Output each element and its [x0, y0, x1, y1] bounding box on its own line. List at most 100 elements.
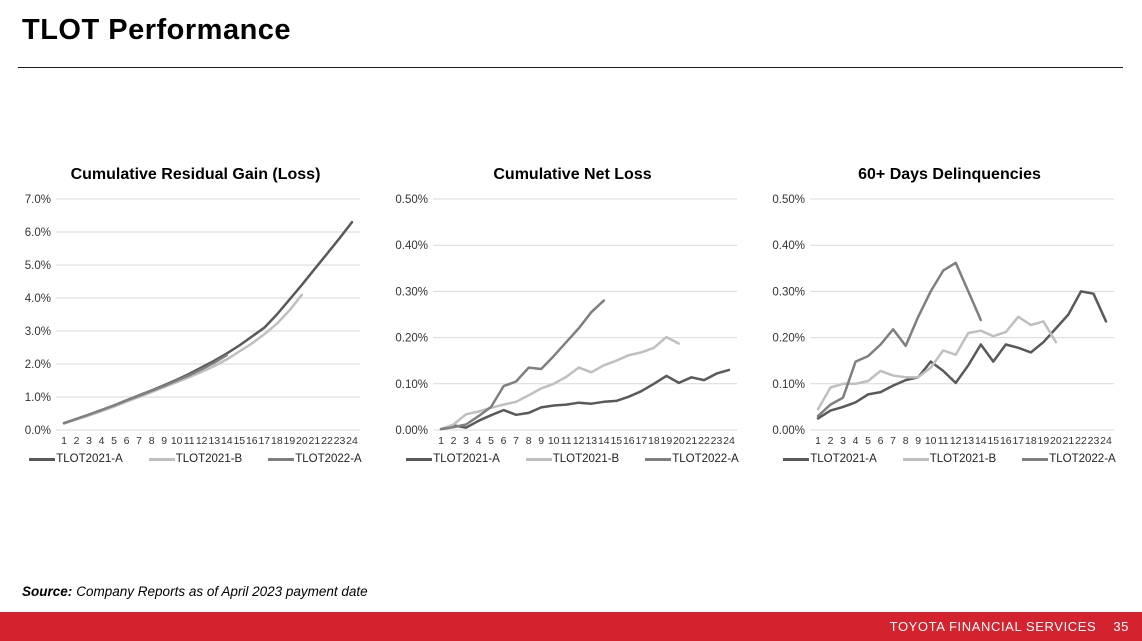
- chart-plot: 0.50%0.40%0.30%0.20%0.10%0.00%1 2 3 4 5 6 7 8 9 1…: [772, 194, 1114, 447]
- x-axis-tick-label: 23: [334, 435, 346, 447]
- chart-title: Cumulative Net Loss: [493, 166, 652, 183]
- footer-bar: TOYOTA FINANCIAL SERVICES 35: [0, 612, 1142, 641]
- plot-area: 0.50% 0.40% 0.30% 0.20% 0.10% 0.00% 1 2 3 4 5 6 7 8 9 1…: [762, 188, 1137, 448]
- legend-item-TLOT2021-A: TLOT2021-A: [29, 453, 123, 465]
- x-axis-tick-label: 12: [950, 435, 962, 447]
- x-axis-tick-label: 14: [598, 435, 610, 447]
- legend-swatch: [783, 457, 810, 461]
- x-axis-tick-label: 4: [99, 435, 105, 447]
- y-axis-tick-label: 0.00%: [772, 425, 805, 437]
- x-axis-tick-label: 4: [476, 435, 482, 447]
- legend-swatch: [645, 457, 672, 461]
- legend-label: TLOT2022-A: [1049, 453, 1116, 465]
- series-line-TLOT2021-A: [439, 368, 731, 431]
- x-axis-tick-label: 1: [61, 435, 67, 447]
- legend-swatch: [268, 457, 295, 461]
- series-line-TLOT2021-B: [816, 315, 1058, 411]
- x-axis-tick-label: 6: [124, 435, 130, 447]
- legend-label: TLOT2021-A: [810, 453, 877, 465]
- chart-title: Cumulative Residual Gain (Loss): [70, 166, 321, 183]
- x-axis-tick-label: 3: [840, 435, 846, 447]
- x-axis-tick-label: 16: [623, 435, 635, 447]
- legend: TLOT2021-A TLOT2021-B TLOT2022-A: [762, 453, 1137, 465]
- legend-label: TLOT2021-A: [433, 453, 500, 465]
- x-axis-tick-label: 1: [438, 435, 444, 447]
- x-axis-tick-label: 21: [686, 435, 698, 447]
- page-number: 35: [1113, 619, 1129, 634]
- x-axis-tick-label: 16: [1000, 435, 1012, 447]
- plot-area: 7.0% 6.0% 5.0% 4.0% 3.0% 2.0% 1.0% 0.0% 1 2 3 4 5 6 7 8…: [8, 188, 383, 448]
- x-axis-tick-label: 6: [501, 435, 507, 447]
- y-axis-tick-label: 0.00%: [395, 425, 428, 437]
- x-axis-tick-label: 10: [925, 435, 937, 447]
- x-axis-tick-label: 6: [878, 435, 884, 447]
- legend-swatch: [525, 457, 552, 461]
- y-axis-tick-label: 0.30%: [772, 286, 805, 298]
- legend-item-TLOT2021-A: TLOT2021-A: [783, 453, 877, 465]
- x-axis-tick-label: 11: [561, 435, 572, 447]
- x-axis-tick-label: 5: [111, 435, 117, 447]
- x-axis-tick-label: 14: [975, 435, 987, 447]
- y-axis-tick-label: 0.10%: [772, 379, 805, 391]
- page-title: TLOT Performance: [22, 14, 292, 46]
- x-axis-tick-label: 21: [309, 435, 321, 447]
- legend-item-TLOT2021-A: TLOT2021-A: [406, 453, 500, 465]
- x-axis-tick-label: 15: [610, 435, 622, 447]
- x-axis-tick-label: 24: [346, 435, 358, 447]
- y-axis-tick-label: 0.40%: [395, 240, 428, 252]
- x-axis-tick-label: 12: [196, 435, 208, 447]
- legend-swatch: [902, 457, 929, 461]
- title-separator: [18, 67, 1123, 68]
- series-line-TLOT2022-A: [816, 261, 983, 418]
- legend-label: TLOT2021-B: [175, 453, 243, 465]
- series-line-TLOT2021-A: [816, 290, 1108, 420]
- legend-label: TLOT2021-A: [56, 453, 123, 465]
- y-axis-tick-label: 0.20%: [395, 333, 428, 345]
- chart-cumulative-residual-gain-loss: Cumulative Residual Gain (Loss) 7.0% 6.0%…: [8, 164, 383, 482]
- chart-title: 60+ Days Delinquencies: [858, 166, 1041, 183]
- source-note: Source: Company Reports as of April 2023 …: [22, 584, 368, 599]
- x-axis-tick-label: 1: [815, 435, 821, 447]
- x-axis-tick-label: 13: [585, 435, 597, 447]
- x-axis-tick-label: 19: [284, 435, 296, 447]
- x-axis-tick-label: 21: [1063, 435, 1075, 447]
- x-axis-tick-label: 17: [258, 435, 270, 447]
- y-axis-tick-label: 0.50%: [772, 194, 805, 206]
- legend-item-TLOT2022-A: TLOT2022-A: [268, 453, 362, 465]
- y-axis-tick-label: 0.10%: [395, 379, 428, 391]
- x-axis-tick-label: 23: [711, 435, 723, 447]
- x-axis-tick-label: 24: [723, 435, 735, 447]
- x-axis-tick-label: 19: [1038, 435, 1050, 447]
- y-axis-tick-label: 5.0%: [25, 260, 51, 272]
- x-axis-tick-label: 14: [221, 435, 233, 447]
- y-axis-tick-label: 0.40%: [772, 240, 805, 252]
- chart-cumulative-net-loss: Cumulative Net Loss 0.50% 0.40% 0.30% 0.20%…: [385, 164, 760, 482]
- x-axis-tick-label: 9: [915, 435, 921, 447]
- x-axis-tick-label: 18: [648, 435, 660, 447]
- chart-60-days-delinquencies: 60+ Days Delinquencies 0.50% 0.40% 0.30% 0.…: [762, 164, 1137, 482]
- x-axis-tick-label: 17: [635, 435, 647, 447]
- legend-swatch: [406, 457, 433, 461]
- x-axis-tick-label: 22: [698, 435, 710, 447]
- x-axis-tick-label: 9: [161, 435, 167, 447]
- x-axis-tick-label: 10: [548, 435, 560, 447]
- legend-item-TLOT2022-A: TLOT2022-A: [1022, 453, 1116, 465]
- x-axis-tick-label: 13: [208, 435, 220, 447]
- series-line-TLOT2021-B: [439, 335, 681, 431]
- x-axis-tick-label: 7: [513, 435, 519, 447]
- chart-plot: 7.0%6.0%5.0%4.0%3.0%2.0%1.0%0.0%1 2 3 4 5 6 7 8…: [25, 194, 360, 447]
- chart-plot: 0.50%0.40%0.30%0.20%0.10%0.00%1 2 3 4 5 6 7 8 9 1…: [395, 194, 737, 447]
- y-axis-tick-label: 6.0%: [25, 227, 51, 239]
- legend-item-TLOT2021-B: TLOT2021-B: [525, 453, 619, 465]
- series-line-TLOT2022-A: [439, 299, 606, 431]
- x-axis-tick-label: 11: [938, 435, 949, 447]
- x-axis-tick-label: 20: [296, 435, 308, 447]
- footer-brand: TOYOTA FINANCIAL SERVICES: [889, 619, 1097, 634]
- x-axis-tick-label: 18: [271, 435, 283, 447]
- y-axis-tick-label: 0.50%: [395, 194, 428, 206]
- x-axis-tick-label: 5: [488, 435, 494, 447]
- legend-swatch: [148, 457, 175, 461]
- x-axis-tick-label: 5: [865, 435, 871, 447]
- x-axis-tick-label: 2: [451, 435, 457, 447]
